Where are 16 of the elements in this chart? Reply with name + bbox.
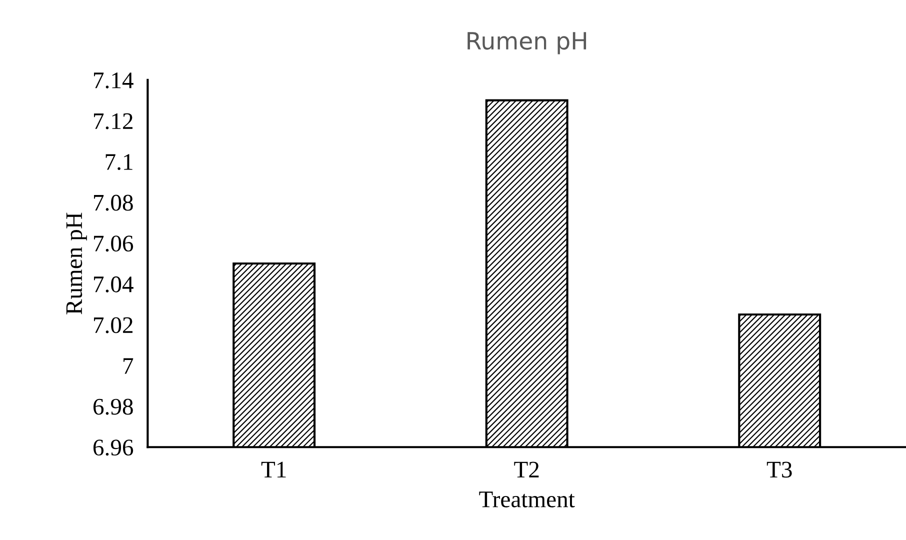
y-tick-label: 7.06 [94,236,134,252]
y-tick-label: 6.98 [93,398,133,415]
y-tick-label: 7 [124,358,134,374]
y-tick-label: 7.1 [106,154,132,170]
x-tick-label: T1 [261,462,286,478]
y-tick-label: 7.04 [94,276,134,292]
y-axis-title: Rumen pH [66,212,87,314]
y-tick-label: 7.12 [94,113,132,130]
x-axis-title: Treatment [479,492,575,508]
x-tick-label: T3 [766,462,792,478]
y-tick-label: 7.14 [94,72,134,88]
chart-title: Rumen pH [468,32,586,54]
y-tick-label: 7.08 [94,194,133,211]
y-tick-label: 6.96 [93,440,134,456]
x-tick-label: T2 [514,462,539,478]
y-tick-label: 7.02 [94,317,132,334]
